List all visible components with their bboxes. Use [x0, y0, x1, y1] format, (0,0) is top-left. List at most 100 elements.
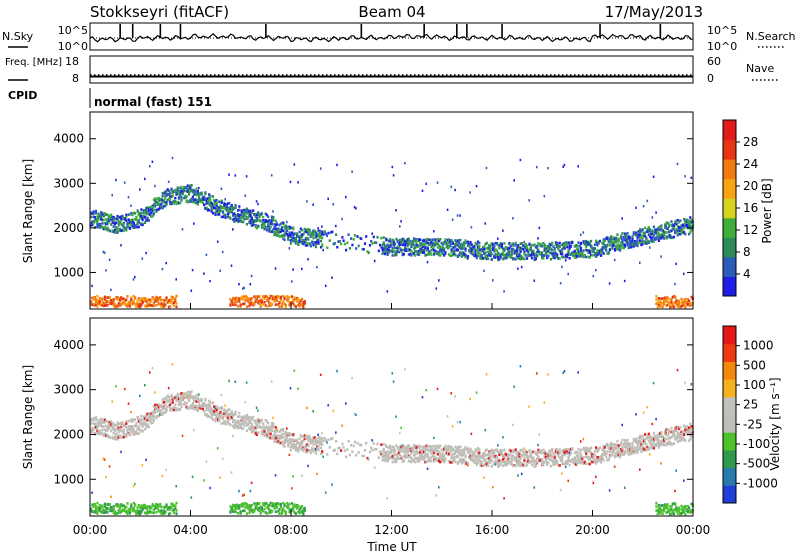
power-echo [230, 302, 233, 305]
power-echo [288, 295, 291, 299]
power-echo [149, 300, 152, 303]
power-echo [117, 221, 120, 225]
power-echo [92, 210, 95, 214]
power-echo [485, 247, 488, 250]
power-echo [189, 198, 192, 202]
power-echo [101, 213, 104, 217]
velocity-echo [245, 512, 248, 515]
power-echo [363, 242, 367, 245]
power-echo [198, 194, 201, 197]
velocity-echo [274, 434, 277, 437]
power-echo [97, 299, 100, 302]
velocity-echo [244, 506, 247, 509]
velocity-echo [235, 421, 238, 425]
velocity-echo [512, 454, 515, 457]
power-echo [232, 214, 235, 217]
velocity-echo [264, 511, 267, 514]
power-echo [112, 230, 115, 234]
power-echo [154, 199, 157, 203]
power-echo [283, 234, 286, 237]
power-echo [651, 216, 654, 219]
velocity-echo [194, 396, 197, 400]
power-echo [257, 225, 260, 228]
velocity-echo [410, 456, 413, 460]
velocity-echo [248, 421, 251, 424]
power-echo [362, 248, 365, 251]
power-echo [480, 257, 483, 261]
power-echo [583, 254, 586, 258]
power-echo [303, 302, 306, 305]
power-echo [220, 205, 223, 209]
velocity-echo [160, 404, 163, 407]
velocity-echo [395, 453, 398, 456]
power-echo [471, 248, 475, 251]
velocity-echo [218, 407, 221, 410]
power-echo [674, 231, 677, 235]
power-echo [484, 254, 487, 257]
velocity-echo [329, 437, 333, 441]
power-echo [144, 297, 147, 300]
power-echo [245, 216, 248, 219]
power-echo [631, 238, 634, 241]
power-echo [425, 239, 428, 243]
power-echo [454, 243, 457, 246]
velocity-echo [302, 510, 305, 514]
power-echo [596, 252, 599, 255]
power-echo [618, 246, 622, 250]
velocity-echo [105, 476, 107, 479]
power-echo [532, 253, 535, 256]
power-echo [161, 206, 164, 210]
power-echo [475, 185, 478, 188]
velocity-echo [194, 399, 197, 402]
velocity-echo [382, 447, 385, 451]
power-echo [688, 302, 691, 306]
velocity-echo [161, 405, 164, 408]
velocity-echo [258, 419, 261, 423]
beam-title: Beam 04 [358, 3, 425, 21]
velocity-echo [245, 502, 248, 506]
power-echo [265, 305, 269, 308]
power-echo [579, 246, 583, 250]
power-echo [563, 256, 566, 259]
velocity-echo [420, 449, 423, 452]
velocity-echo [507, 461, 510, 465]
power-echo [135, 215, 138, 219]
power-echo [190, 200, 193, 203]
power-echo [499, 255, 502, 259]
velocity-echo [162, 406, 166, 410]
velocity-echo [117, 430, 120, 434]
power-echo [635, 206, 637, 209]
velocity-echo [249, 428, 252, 431]
power-echo [690, 225, 693, 229]
velocity-echo [429, 449, 432, 452]
power-echo [670, 305, 673, 309]
velocity-echo [480, 460, 483, 464]
velocity-echo [456, 446, 459, 449]
power-echo [116, 296, 119, 299]
power-echo [117, 224, 120, 227]
velocity-echo [335, 431, 337, 434]
power-echo [203, 195, 206, 199]
power-echo [683, 303, 686, 307]
velocity-echo [232, 504, 235, 508]
power-echo [348, 247, 351, 250]
power-echo [422, 239, 426, 243]
velocity-echo [515, 455, 519, 459]
power-echo [243, 302, 246, 306]
power-echo [234, 297, 237, 300]
power-echo [101, 304, 104, 307]
power-echo [558, 241, 561, 245]
power-echo [131, 220, 134, 224]
power-echo [392, 239, 395, 243]
power-echo [209, 204, 212, 208]
power-echo [107, 300, 110, 303]
power-echo [561, 247, 564, 251]
velocity-echo [517, 461, 520, 465]
power-echo [665, 224, 667, 228]
power-echo [436, 252, 439, 256]
velocity-echo [175, 398, 178, 401]
velocity-echo [352, 444, 355, 448]
velocity-echo [97, 430, 100, 433]
power-colorbar-segment [723, 139, 736, 160]
power-echo [573, 255, 576, 259]
